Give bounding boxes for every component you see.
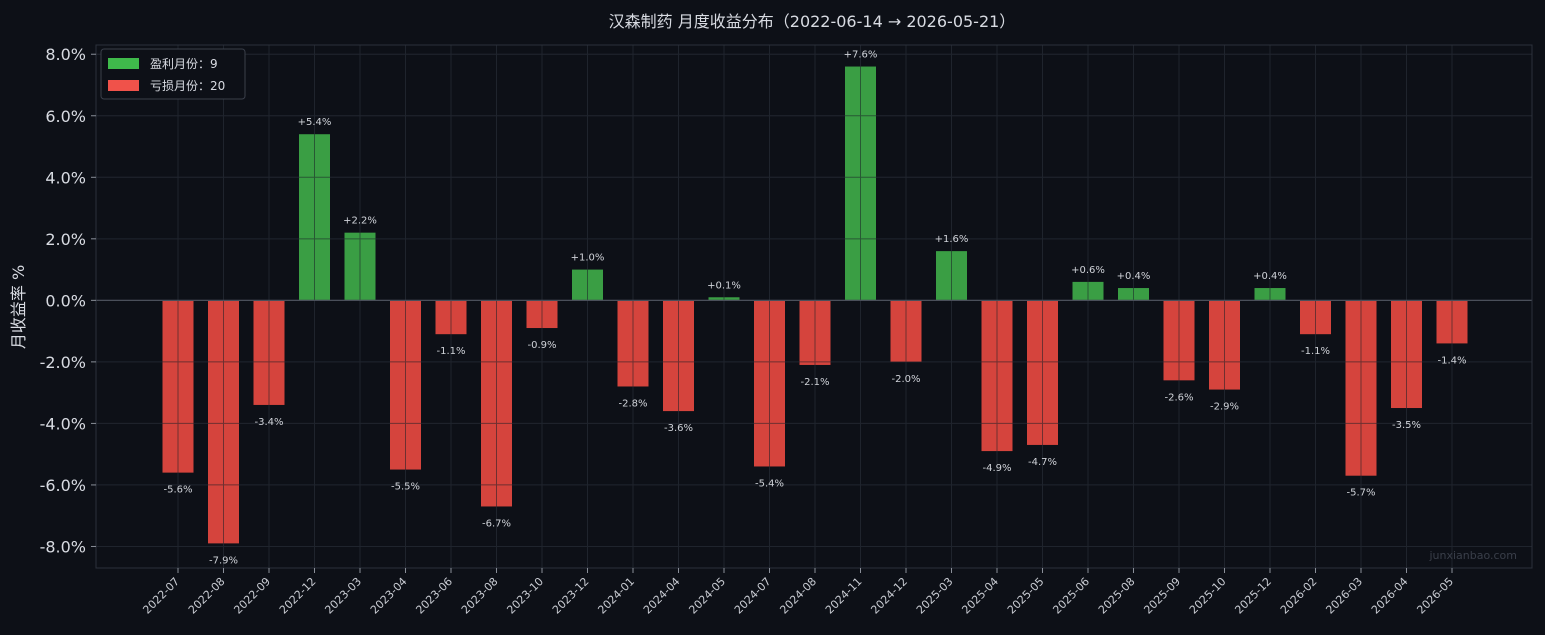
data-label-2024-08: -2.1% (800, 377, 829, 388)
legend: 盈利月份：9 亏损月份：20 (100, 48, 246, 100)
data-label-2025-06: +0.6% (1071, 265, 1105, 276)
data-label-2025-08: +0.4% (1117, 271, 1151, 282)
data-label-2023-06: -1.1% (436, 346, 465, 357)
y-tick-label: 4.0% (45, 168, 86, 187)
legend-label-profit: 盈利月份：9 (150, 57, 218, 71)
data-labels: -5.6% -7.9% -3.4% +5.4% +2.2% -5.5% -1.1% -6.7%… (163, 50, 1466, 567)
data-label-2024-01: -2.8% (618, 398, 647, 409)
bars (96, 45, 1532, 568)
data-label-2026-04: -3.5% (1392, 420, 1421, 431)
grid-overlay (96, 45, 1532, 568)
data-label-2025-10: -2.9% (1210, 402, 1239, 413)
watermark: junxianbao.com (1428, 549, 1517, 562)
data-label-2025-05: -4.7% (1028, 457, 1057, 468)
data-label-2024-05: +0.1% (707, 280, 741, 291)
data-label-2022-09: -3.4% (254, 417, 283, 428)
y-tick-label: 0.0% (45, 291, 86, 310)
legend-swatch-loss (108, 80, 139, 91)
data-label-2025-12: +0.4% (1253, 271, 1287, 282)
legend-label-loss: 亏损月份：20 (150, 79, 225, 93)
y-tick-label: -8.0% (40, 537, 86, 556)
y-tick-label: -4.0% (40, 414, 86, 433)
data-label-2023-12: +1.0% (571, 253, 605, 264)
y-tick-label: 6.0% (45, 107, 86, 126)
data-label-2026-03: -5.7% (1346, 488, 1375, 499)
data-label-2025-09: -2.6% (1164, 392, 1193, 403)
data-label-2022-08: -7.9% (209, 555, 238, 566)
plot-frame (95, 44, 1533, 569)
data-label-2024-04: -3.6% (664, 423, 693, 434)
y-tick-label: 2.0% (45, 230, 86, 249)
data-label-2025-03: +1.6% (935, 234, 969, 245)
data-label-2024-12: -2.0% (891, 374, 920, 385)
data-label-2024-07: -5.4% (755, 478, 784, 489)
chart-title: 汉森制药 月度收益分布（2022-06-14 → 2026-05-21） (609, 12, 1016, 31)
data-label-2026-05: -1.4% (1437, 355, 1466, 366)
data-label-2023-03: +2.2% (343, 216, 377, 227)
data-label-2023-10: -0.9% (527, 340, 556, 351)
data-label-2026-02: -1.1% (1301, 346, 1330, 357)
y-tick-label: 8.0% (45, 45, 86, 64)
data-label-2022-07: -5.6% (163, 485, 192, 496)
y-tick-label: -6.0% (40, 476, 86, 495)
y-tick-label: -2.0% (40, 353, 86, 372)
data-label-2023-04: -5.5% (391, 482, 420, 493)
legend-swatch-profit (108, 58, 139, 69)
data-label-2024-11: +7.6% (844, 50, 878, 61)
data-label-2023-08: -6.7% (482, 518, 511, 529)
data-label-2022-12: +5.4% (298, 117, 332, 128)
data-label-2025-04: -4.9% (982, 463, 1011, 474)
y-axis-label: 月收益率 % (9, 265, 28, 349)
